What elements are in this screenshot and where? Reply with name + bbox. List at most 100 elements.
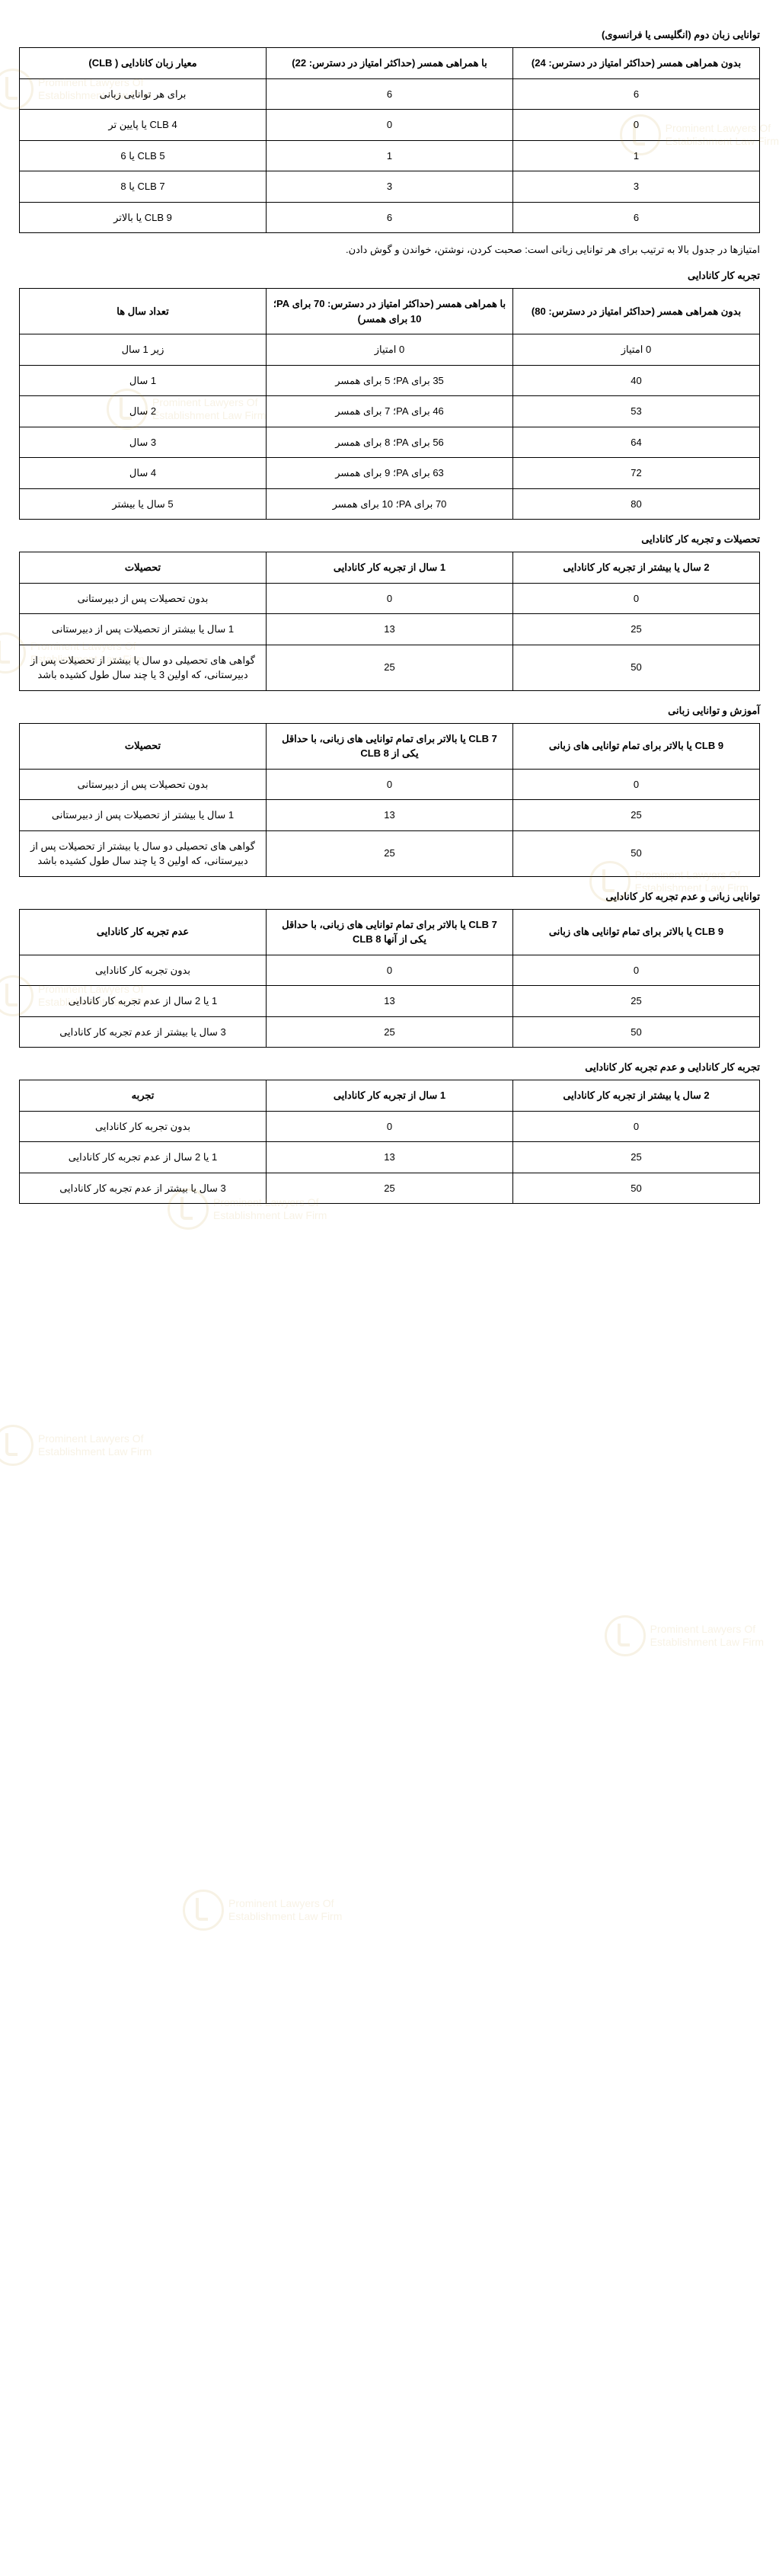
table-cell: بدون تجربه کار کانادایی <box>20 955 267 986</box>
table-cell: 0 <box>267 110 513 141</box>
table-row: 66برای هر توانایی زبانی <box>20 78 760 110</box>
col-header: بدون همراهی همسر (حداکثر امتیاز در دسترس… <box>513 289 760 334</box>
table-education-language: CLB 9 یا بالاتر برای تمام توانایی های زب… <box>19 723 760 877</box>
table-cell: CLB 7 یا 8 <box>20 171 267 203</box>
table-row: 25131 یا 2 سال از عدم تجربه کار کانادایی <box>20 1142 760 1173</box>
table-row: 25131 یا 2 سال از عدم تجربه کار کانادایی <box>20 986 760 1017</box>
table-cell: 46 برای PA؛ 7 برای همسر <box>267 396 513 427</box>
table-cell: 35 برای PA؛ 5 برای همسر <box>267 365 513 396</box>
table-row: 33CLB 7 یا 8 <box>20 171 760 203</box>
table-cell: 1 <box>267 140 513 171</box>
col-header: 2 سال یا بیشتر از تجربه کار کانادایی <box>513 1080 760 1112</box>
table-cell: 6 <box>267 78 513 110</box>
table-cell: CLB 9 یا بالاتر <box>20 202 267 233</box>
table-row: 50253 سال یا بیشتر از عدم تجربه کار کانا… <box>20 1016 760 1048</box>
table-cell: 25 <box>513 614 760 645</box>
table-cell: 3 سال یا بیشتر از عدم تجربه کار کانادایی <box>20 1016 267 1048</box>
table-cell: 6 <box>513 202 760 233</box>
table-cell: 0 <box>513 955 760 986</box>
table-row: 66CLB 9 یا بالاتر <box>20 202 760 233</box>
table-cell: 56 برای PA؛ 8 برای همسر <box>267 427 513 458</box>
table-cell: 1 <box>513 140 760 171</box>
watermark: Prominent Lawyers OfEstablishment Law Fi… <box>605 1615 764 1656</box>
table-cell: 1 یا 2 سال از عدم تجربه کار کانادایی <box>20 986 267 1017</box>
table-second-language: بدون همراهی همسر (حداکثر امتیاز در دسترس… <box>19 47 760 233</box>
table-row: 5346 برای PA؛ 7 برای همسر2 سال <box>20 396 760 427</box>
table-cell: 0 امتیاز <box>267 334 513 366</box>
table-cell: 3 سال <box>20 427 267 458</box>
table-cell: 25 <box>513 1142 760 1173</box>
table-cell: 13 <box>267 800 513 831</box>
table-row: 00بدون تحصیلات پس از دبیرستانی <box>20 583 760 614</box>
table-row: 5025گواهی های تحصیلی دو سال یا بیشتر از … <box>20 830 760 876</box>
table-cell: 6 <box>267 202 513 233</box>
table-cell: 0 <box>513 583 760 614</box>
table-row: 0 امتیاز0 امتیاززیر 1 سال <box>20 334 760 366</box>
table-cell: 0 امتیاز <box>513 334 760 366</box>
table-row: 50253 سال یا بیشتر از عدم تجربه کار کانا… <box>20 1173 760 1204</box>
table-cell: 0 <box>267 769 513 800</box>
table-row: 8070 برای PA؛ 10 برای همسر5 سال یا بیشتر <box>20 488 760 520</box>
col-header: تجربه <box>20 1080 267 1112</box>
table-cell: 25 <box>267 1016 513 1048</box>
table-row: 5025گواهی های تحصیلی دو سال یا بیشتر از … <box>20 645 760 690</box>
col-header: CLB 9 یا بالاتر برای تمام توانایی های زب… <box>513 723 760 769</box>
table-cell: 2 سال <box>20 396 267 427</box>
table-cell: بدون تحصیلات پس از دبیرستانی <box>20 583 267 614</box>
col-header: تحصیلات <box>20 723 267 769</box>
table-canadian-experience: بدون همراهی همسر (حداکثر امتیاز در دسترس… <box>19 288 760 520</box>
section-title-4: آموزش و توانایی زبانی <box>19 705 760 717</box>
col-header: تحصیلات <box>20 552 267 584</box>
table-body: 00بدون تحصیلات پس از دبیرستانی25131 سال … <box>20 769 760 876</box>
table-cell: 0 <box>267 1111 513 1142</box>
table-cell: زیر 1 سال <box>20 334 267 366</box>
table-body: 0 امتیاز0 امتیاززیر 1 سال4035 برای PA؛ 5… <box>20 334 760 520</box>
section-title-6: تجربه کار کانادایی و عدم تجربه کار کاناد… <box>19 1061 760 1074</box>
table-cell: 1 سال یا بیشتر از تحصیلات پس از دبیرستان… <box>20 800 267 831</box>
table-cell: بدون تجربه کار کانادایی <box>20 1111 267 1142</box>
table-cell: 13 <box>267 614 513 645</box>
table-cell: 4 سال <box>20 458 267 489</box>
table-cell: 3 <box>267 171 513 203</box>
col-header: بدون همراهی همسر (حداکثر امتیاز در دسترس… <box>513 48 760 79</box>
table-cell: CLB 4 یا پایین تر <box>20 110 267 141</box>
table-body: 00بدون تحصیلات پس از دبیرستانی25131 سال … <box>20 583 760 690</box>
table-cell: 25 <box>513 800 760 831</box>
table-cell: 1 سال <box>20 365 267 396</box>
col-header: عدم تجربه کار کانادایی <box>20 909 267 955</box>
table-cell: 0 <box>267 955 513 986</box>
table-row: 25131 سال یا بیشتر از تحصیلات پس از دبیر… <box>20 614 760 645</box>
col-header: 1 سال از تجربه کار کانادایی <box>267 552 513 584</box>
table-cell: 3 سال یا بیشتر از عدم تجربه کار کانادایی <box>20 1173 267 1204</box>
table-cell: 1 سال یا بیشتر از تحصیلات پس از دبیرستان… <box>20 614 267 645</box>
table-row: 00بدون تجربه کار کانادایی <box>20 955 760 986</box>
table-cell: 63 برای PA؛ 9 برای همسر <box>267 458 513 489</box>
table-row: 4035 برای PA؛ 5 برای همسر1 سال <box>20 365 760 396</box>
table-language-foreign-experience: CLB 9 یا بالاتر برای تمام توانایی های زب… <box>19 909 760 1048</box>
table-cell: گواهی های تحصیلی دو سال یا بیشتر از تحصی… <box>20 645 267 690</box>
table-cell: 0 <box>513 1111 760 1142</box>
table-cell: 3 <box>513 171 760 203</box>
col-header: CLB 7 یا بالاتر برای تمام توانایی های زب… <box>267 723 513 769</box>
table-cell: 25 <box>267 1173 513 1204</box>
col-header: با همراهی همسر (حداکثر امتیاز در دسترس: … <box>267 289 513 334</box>
section-title-3: تحصیلات و تجربه کار کانادایی <box>19 533 760 546</box>
table-body: 00بدون تجربه کار کانادایی25131 یا 2 سال … <box>20 955 760 1048</box>
table-cell: 50 <box>513 1016 760 1048</box>
table-cell: CLB 5 یا 6 <box>20 140 267 171</box>
table-cell: 70 برای PA؛ 10 برای همسر <box>267 488 513 520</box>
table-cell: 50 <box>513 645 760 690</box>
table-row: 7263 برای PA؛ 9 برای همسر4 سال <box>20 458 760 489</box>
table-cell: 0 <box>513 769 760 800</box>
table-cell: 80 <box>513 488 760 520</box>
col-header: CLB 9 یا بالاتر برای تمام توانایی های زب… <box>513 909 760 955</box>
table-cell: 6 <box>513 78 760 110</box>
table-body: 00بدون تجربه کار کانادایی25131 یا 2 سال … <box>20 1111 760 1204</box>
col-header: معیار زبان کانادایی ( CLB) <box>20 48 267 79</box>
col-header: CLB 7 یا بالاتر برای تمام توانایی های زب… <box>267 909 513 955</box>
table-row: 00بدون تحصیلات پس از دبیرستانی <box>20 769 760 800</box>
table-cell: 13 <box>267 1142 513 1173</box>
table-cell: بدون تحصیلات پس از دبیرستانی <box>20 769 267 800</box>
watermark: Prominent Lawyers OfEstablishment Law Fi… <box>183 1890 342 1931</box>
col-header: تعداد سال ها <box>20 289 267 334</box>
